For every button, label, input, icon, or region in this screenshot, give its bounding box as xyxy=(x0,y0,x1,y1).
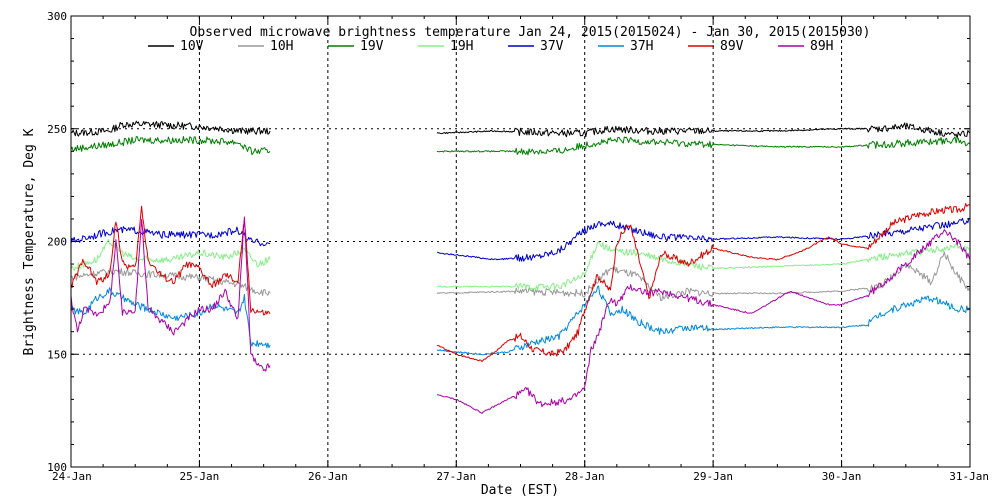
x-tick-label: 25-Jan xyxy=(180,470,220,483)
legend-label-19V: 19V xyxy=(360,39,384,54)
y-tick-labels: 100 150 200 250 300 xyxy=(47,10,67,474)
series-line-89V xyxy=(70,203,971,363)
series-line-37H xyxy=(70,285,971,356)
chart-title: Observed microwave brightness temperatur… xyxy=(190,25,871,40)
y-tick-label: 150 xyxy=(47,348,67,361)
legend-label-10H: 10H xyxy=(270,39,293,54)
series-line-19V xyxy=(70,136,971,156)
y-tick-label: 250 xyxy=(47,123,67,136)
y-tick-label: 200 xyxy=(47,236,67,249)
x-tick-label: 27-Jan xyxy=(436,470,476,483)
x-tick-label: 29-Jan xyxy=(693,470,733,483)
legend-label-37V: 37V xyxy=(540,39,564,54)
y-tick-label: 100 xyxy=(47,461,67,474)
x-tick-label: 28-Jan xyxy=(565,470,605,483)
series-line-10V xyxy=(70,120,971,139)
x-tick-labels: 24-Jan 25-Jan 26-Jan 27-Jan 28-Jan 29-Jan 30-J… xyxy=(52,470,989,483)
series-group xyxy=(70,120,971,414)
series-line-19H xyxy=(70,239,971,291)
x-tick-label: 31-Jan xyxy=(949,470,989,483)
legend-label-10V: 10V xyxy=(180,39,204,54)
legend: 10V 10H 19V 19H 37V 37H 89V 89H xyxy=(148,39,833,54)
y-tick-label: 300 xyxy=(47,10,67,23)
tick-marks xyxy=(70,15,971,468)
legend-label-19H: 19H xyxy=(450,39,473,54)
legend-label-89V: 89V xyxy=(720,39,744,54)
series-line-89H xyxy=(70,216,971,414)
legend-label-37H: 37H xyxy=(630,39,653,54)
x-tick-label: 24-Jan xyxy=(52,470,92,483)
x-tick-label: 30-Jan xyxy=(822,470,862,483)
x-axis-label: Date (EST) xyxy=(481,483,559,498)
x-tick-label: 26-Jan xyxy=(308,470,348,483)
y-axis-label: Brightness Temperature, Deg K xyxy=(22,128,37,355)
legend-label-89H: 89H xyxy=(810,39,833,54)
